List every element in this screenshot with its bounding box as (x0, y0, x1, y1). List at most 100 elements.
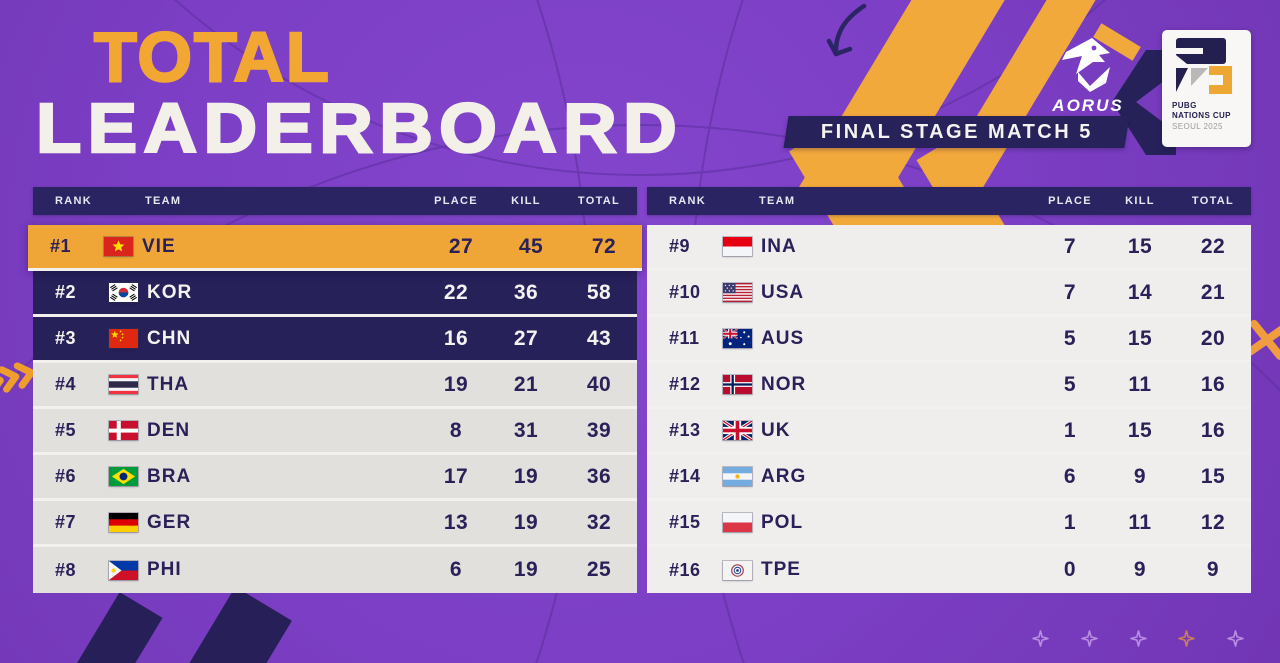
total-cell: 72 (591, 234, 617, 258)
total-cell: 16 (1200, 372, 1226, 396)
team-cell: BRA (109, 466, 421, 488)
table-row: #4 THA 19 21 40 (33, 363, 637, 409)
rank-cell: #15 (669, 512, 701, 532)
place-cell: 7 (1063, 280, 1077, 304)
kill-cell: 14 (1127, 280, 1153, 304)
title-line-1: TOTAL (93, 18, 331, 96)
total-cell: 20 (1200, 326, 1226, 350)
event-logo-line-1: PUBG (1172, 101, 1197, 110)
header-cell-total: TOTAL (1191, 195, 1235, 207)
kill-cell: 11 (1128, 372, 1152, 396)
rank-cell: #6 (55, 466, 77, 486)
table-row: #5 DEN 8 31 39 (33, 409, 637, 455)
total-cell: 40 (586, 372, 612, 396)
title-line-2: LEADERBOARD (35, 89, 684, 168)
flag-bra-icon (109, 467, 138, 486)
event-logo-line-3: SEOUL 2025 (1172, 121, 1223, 131)
place-cell: 22 (443, 280, 469, 304)
total-cell: 15 (1200, 464, 1226, 488)
kill-cell: 36 (513, 280, 539, 304)
table-row: #15 POL 1 11 12 (647, 501, 1251, 547)
place-cell: 6 (1063, 464, 1077, 488)
kill-cell: 19 (513, 558, 539, 581)
total-cell: 16 (1200, 418, 1226, 442)
team-name: POL (761, 511, 804, 533)
rank-cell: #4 (55, 374, 77, 394)
team-cell: NOR (723, 374, 1035, 396)
rank-cell: #9 (669, 236, 691, 256)
team-name: BRA (147, 465, 192, 487)
place-cell: 5 (1063, 372, 1077, 396)
kill-cell: 45 (518, 234, 544, 258)
match-stage-banner: FINAL STAGE MATCH 5 (783, 116, 1130, 148)
team-name: PHI (147, 559, 182, 580)
table-body: #1 VIE 27 45 72 #2 (28, 225, 642, 593)
team-cell: CHN (109, 328, 421, 350)
sparkle-icon (1080, 630, 1098, 647)
sponsor-logo: AORUS (1038, 36, 1138, 118)
kill-cell: 11 (1128, 510, 1152, 534)
flag-phi-icon (109, 560, 138, 580)
sparkle-icon (1227, 630, 1244, 647)
team-name: INA (761, 235, 797, 257)
arrow-doodle-icon (826, 3, 867, 57)
table-row: #6 BRA 17 19 36 (33, 455, 637, 501)
place-cell: 8 (449, 418, 463, 442)
place-cell: 5 (1063, 326, 1077, 350)
team-cell: INA (723, 236, 1035, 258)
rank-cell: #12 (669, 374, 701, 394)
total-cell: 25 (586, 558, 612, 581)
flag-ger-icon (109, 513, 138, 532)
flag-chn-icon (109, 329, 138, 348)
sparkle-icon (1178, 630, 1196, 647)
header-cell-team: TEAM (759, 195, 796, 207)
header-cell-place: PLACE (434, 195, 478, 207)
flag-den-icon (109, 421, 138, 440)
team-name: VIE (142, 235, 176, 257)
team-name: THA (147, 373, 190, 395)
kill-cell: 19 (513, 510, 539, 534)
header-cell-place: PLACE (1048, 195, 1092, 207)
team-cell: DEN (109, 420, 421, 442)
place-cell: 17 (443, 464, 469, 488)
team-name: NOR (761, 373, 807, 395)
flag-uk-icon (723, 421, 752, 440)
kill-cell: 31 (513, 418, 539, 442)
leaderboard-table-right: RANK TEAM PLACE KILL TOTAL #9 INA 7 15 22… (647, 187, 1251, 593)
rank-cell: #2 (55, 282, 77, 302)
sponsor-eagle-icon (1062, 38, 1110, 92)
kill-cell: 15 (1127, 326, 1153, 350)
kill-cell: 15 (1127, 234, 1153, 258)
place-cell: 16 (443, 326, 469, 350)
team-cell: AUS (723, 328, 1035, 350)
flag-tha-icon (109, 375, 138, 394)
place-cell: 1 (1063, 418, 1077, 442)
flag-pol-icon (723, 513, 752, 532)
sparkles-decor (1032, 630, 1244, 647)
total-cell: 21 (1200, 280, 1226, 304)
team-name: ARG (761, 465, 807, 487)
table-row: #8 PHI 6 19 25 (33, 547, 637, 593)
team-cell: PHI (109, 559, 421, 581)
table-row: #3 CHN 16 27 43 (33, 317, 637, 363)
sparkle-icon (1032, 630, 1049, 647)
rank-cell: #7 (55, 512, 77, 532)
flag-kor-icon (109, 283, 138, 302)
team-cell: TPE (723, 559, 1035, 581)
header-cell-kill: KILL (511, 195, 541, 207)
total-cell: 32 (586, 510, 612, 534)
table-header: RANK TEAM PLACE KILL TOTAL (33, 187, 637, 215)
kill-cell: 21 (513, 372, 539, 396)
bottom-navy-stripe-2 (158, 586, 292, 663)
table-row: #10 USA 7 14 21 (647, 271, 1251, 317)
kill-cell: 15 (1127, 418, 1153, 442)
kill-cell: 9 (1133, 464, 1147, 488)
table-row: #9 INA 7 15 22 (647, 225, 1251, 271)
table-row: #13 UK 1 15 16 (647, 409, 1251, 455)
bottom-navy-stripe-1 (47, 592, 163, 663)
team-name: USA (761, 281, 805, 303)
header-cell-rank: RANK (55, 195, 92, 207)
flag-ina-icon (723, 237, 752, 256)
flag-arg-icon (723, 467, 752, 486)
rank-cell: #14 (669, 466, 701, 486)
